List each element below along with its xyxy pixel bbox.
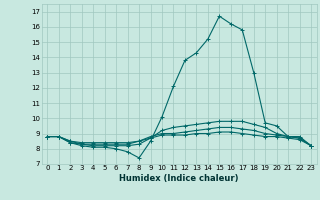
X-axis label: Humidex (Indice chaleur): Humidex (Indice chaleur) [119,174,239,183]
